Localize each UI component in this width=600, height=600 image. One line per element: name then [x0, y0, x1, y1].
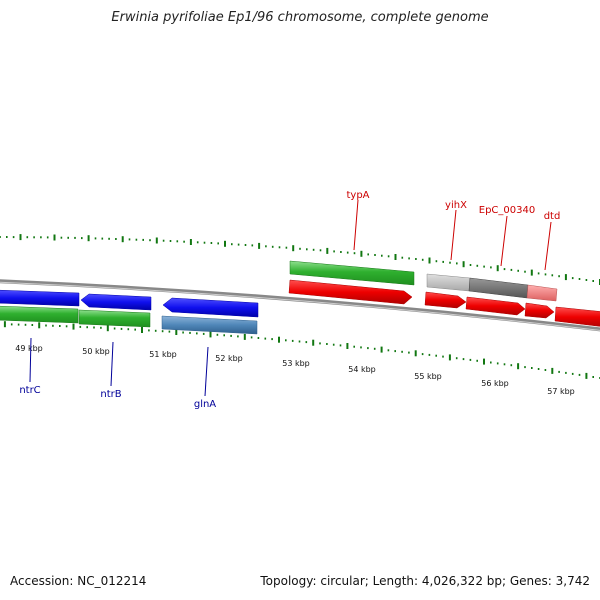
gene-EpC_00340[interactable] [468, 277, 529, 299]
label-yihX[interactable]: yihX [445, 200, 467, 211]
gene-yihX[interactable] [426, 273, 471, 292]
accession-text: Accession: NC_012214 [10, 574, 147, 588]
scale-label-50: 50 kbp [82, 347, 110, 356]
gene-typA[interactable] [289, 260, 415, 286]
scale-label-52: 52 kbp [215, 354, 243, 363]
topology-text: Topology: circular; Length: 4,026,322 bp… [260, 574, 590, 588]
reverse-gene-labels: ntrC ntrB glnA [19, 337, 216, 410]
cds-ntrB[interactable] [80, 293, 152, 311]
scale-label-55: 55 kbp [414, 372, 442, 381]
scale-label-56: 56 kbp [481, 379, 509, 388]
label-glnA[interactable]: glnA [194, 399, 216, 410]
forward-strand-features [288, 260, 600, 327]
leader-dtd [544, 221, 552, 271]
genome-backbone [0, 279, 600, 332]
gene-glnA[interactable] [161, 315, 258, 335]
cds-EpC_00340[interactable] [465, 296, 526, 316]
cds-dtd[interactable] [524, 302, 555, 319]
cds-offscreen-right[interactable] [554, 306, 600, 327]
leader-ntrC [29, 337, 32, 383]
label-typA[interactable]: typA [346, 190, 369, 201]
gene-ntrC[interactable] [0, 305, 79, 324]
cds-typA[interactable] [288, 279, 413, 305]
leader-typA [353, 199, 359, 251]
label-EpC_00340[interactable]: EpC_00340 [479, 205, 535, 216]
label-ntrB[interactable]: ntrB [100, 389, 121, 400]
leader-yihX [450, 209, 457, 261]
scale-label-51: 51 kbp [149, 350, 177, 359]
leader-EpC_00340 [500, 215, 508, 267]
forward-gene-labels: typA yihX EpC_00340 dtd [346, 190, 561, 271]
leader-glnA [204, 346, 209, 397]
label-ntrC[interactable]: ntrC [19, 385, 40, 396]
gene-dtd[interactable] [526, 284, 558, 302]
upper-minor-ticks [0, 234, 600, 285]
label-dtd[interactable]: dtd [544, 211, 561, 222]
cds-ntrC[interactable] [0, 289, 80, 307]
scale-label-49: 49 kbp [15, 344, 43, 353]
scale-label-53: 53 kbp [282, 359, 310, 368]
scale-label-57: 57 kbp [547, 387, 575, 396]
leader-ntrB [110, 341, 114, 387]
reverse-strand-features [0, 289, 259, 335]
cds-yihX[interactable] [424, 291, 467, 309]
lower-minor-ticks [3, 321, 600, 379]
map-title: Erwinia pyrifoliae Ep1/96 chromosome, co… [111, 10, 489, 25]
gene-ntrB[interactable] [78, 309, 151, 328]
scale-labels: 49 kbp 50 kbp 51 kbp 52 kbp 53 kbp 54 kb… [15, 344, 575, 396]
cds-glnA[interactable] [162, 297, 259, 318]
scale-label-54: 54 kbp [348, 365, 376, 374]
